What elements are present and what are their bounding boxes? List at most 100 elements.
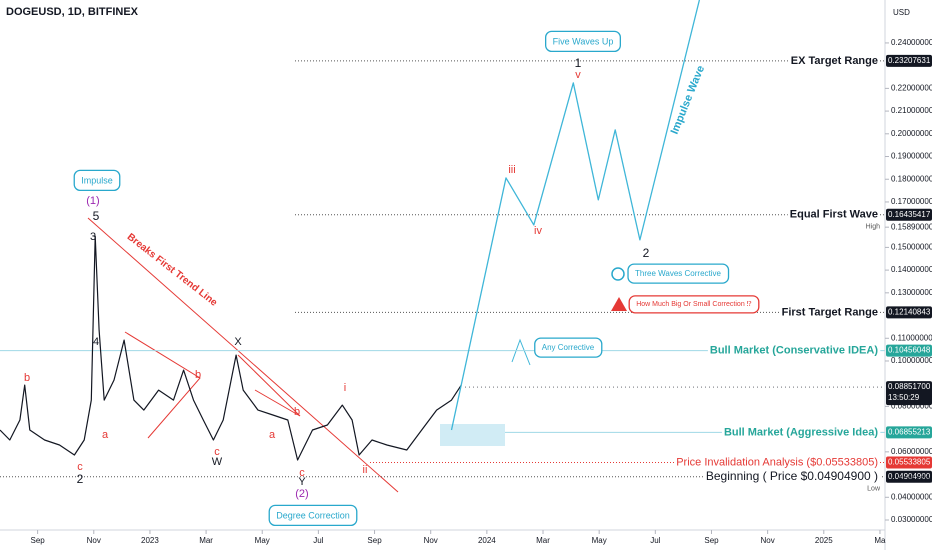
price-tag xyxy=(886,456,932,469)
price-tag-label: 0.06855213 xyxy=(888,428,931,437)
y-tick-label: 0.20000000 xyxy=(891,129,932,138)
label-bg xyxy=(707,344,881,357)
annotation-box xyxy=(628,295,760,314)
annotation-box xyxy=(268,504,358,527)
price-tag xyxy=(886,470,932,483)
x-tick-label: Jul xyxy=(313,536,323,545)
annotation-box xyxy=(534,337,603,358)
annotation: Any Corrective xyxy=(542,343,595,352)
warning-icon xyxy=(611,297,627,311)
y-tick-label: 0.04000000 xyxy=(891,492,932,501)
level-label: Bull Market (Conservative IDEA) xyxy=(710,345,878,357)
level-note: High xyxy=(866,224,881,231)
annotation: a xyxy=(269,429,276,441)
y-tick-label: 0.21000000 xyxy=(891,106,932,115)
chart-title: DOGEUSD, 1D, BITFINEX xyxy=(6,6,139,18)
annotation: X xyxy=(234,336,242,348)
corrective-sketch xyxy=(511,338,531,366)
price-tag-label: 0.04904900 xyxy=(888,472,931,481)
annotation: iii xyxy=(508,164,515,176)
annotation: b xyxy=(195,369,201,381)
annotation: c xyxy=(299,467,305,479)
label-bg xyxy=(787,208,880,221)
annotation: 3 xyxy=(90,231,96,243)
zone xyxy=(440,424,505,446)
x-tick-label: Mar xyxy=(536,536,550,545)
y-tick-label: 0.03000000 xyxy=(891,515,932,524)
price-tag xyxy=(886,381,932,406)
level-label: EX Target Range xyxy=(791,55,878,67)
level-label: Price Invalidation Analysis ($0.05533805… xyxy=(676,456,878,468)
annotation-box xyxy=(627,263,730,284)
annotation: i xyxy=(344,382,346,394)
price-tag xyxy=(886,344,932,357)
annotation-box xyxy=(73,169,121,192)
price-tag xyxy=(886,54,932,67)
x-tick-label: May xyxy=(592,536,607,545)
y-tick-label: 0.14000000 xyxy=(891,265,932,274)
trend-line xyxy=(87,217,399,493)
y-tick-label: 0.17000000 xyxy=(891,197,932,206)
annotation: Three Waves Corrective xyxy=(635,269,722,278)
label-bg xyxy=(674,456,880,469)
level-label: Bull Market (Aggressive Idea) xyxy=(724,426,878,438)
y-tick-label: 0.08000000 xyxy=(891,402,932,411)
y-tick-label: 0.06000000 xyxy=(891,447,932,456)
annotation: 1 xyxy=(575,56,582,70)
y-tick-label: 0.13000000 xyxy=(891,288,932,297)
countdown: 13:50:29 xyxy=(888,393,920,402)
price-tag-label: 0.16435417 xyxy=(888,210,931,219)
x-tick-label: Sep xyxy=(31,536,46,545)
y-tick-label: 0.15890000 xyxy=(891,222,932,231)
x-tick-label: May xyxy=(255,536,270,545)
annotation: 4 xyxy=(93,336,99,348)
level-note: Low xyxy=(867,486,881,493)
annotation: W xyxy=(212,456,223,468)
level-label: Beginning ( Price $0.04904900 ) xyxy=(706,469,878,483)
annotation: (2) xyxy=(295,488,308,500)
annotation: Y xyxy=(298,476,306,488)
level-label: Equal First Wave xyxy=(790,209,878,221)
level-label: First Target Range xyxy=(782,306,878,318)
y-tick-label: 0.11000000 xyxy=(891,333,932,342)
y-tick-label: 0.24000000 xyxy=(891,38,932,47)
price-tag xyxy=(886,426,932,439)
price-tag xyxy=(886,208,932,221)
label-bg xyxy=(788,54,880,67)
annotation: a xyxy=(102,429,109,441)
series-line xyxy=(450,0,701,431)
x-tick-label: Jul xyxy=(650,536,660,545)
annotation: Impulse xyxy=(81,175,113,185)
annotation: b xyxy=(294,406,300,418)
annotation: ii xyxy=(363,464,368,476)
axis-unit: USD xyxy=(893,8,910,17)
x-tick-label: Ma xyxy=(874,536,886,545)
annotation: c xyxy=(77,461,83,473)
price-tag xyxy=(886,306,932,319)
x-tick-label: Sep xyxy=(367,536,382,545)
annotation: 5 xyxy=(93,209,100,223)
y-tick-label: 0.10000000 xyxy=(891,356,932,365)
y-tick-label: 0.18000000 xyxy=(891,174,932,183)
x-tick-label: 2023 xyxy=(141,536,159,545)
x-tick-label: Nov xyxy=(424,536,438,545)
price-tag-label: 0.10456048 xyxy=(888,346,931,355)
y-tick-label: 0.15000000 xyxy=(891,243,932,252)
x-tick-label: Mar xyxy=(199,536,213,545)
x-tick-label: Nov xyxy=(87,536,101,545)
annotation: iv xyxy=(534,225,542,237)
price-tag-label: 0.23207631 xyxy=(888,56,931,65)
x-tick-label: Sep xyxy=(704,536,719,545)
label-bg xyxy=(779,306,880,319)
annotation: 2 xyxy=(643,246,650,260)
y-tick-label: 0.22000000 xyxy=(891,83,932,92)
bulb-icon xyxy=(611,267,625,281)
x-tick-label: Nov xyxy=(761,536,775,545)
price-tag-label: 0.12140843 xyxy=(888,307,931,316)
annotation: b xyxy=(24,372,30,384)
wedge xyxy=(237,354,301,417)
label-bg xyxy=(721,426,881,439)
annotation-box xyxy=(545,30,621,53)
y-tick-label: 0.19000000 xyxy=(891,152,932,161)
